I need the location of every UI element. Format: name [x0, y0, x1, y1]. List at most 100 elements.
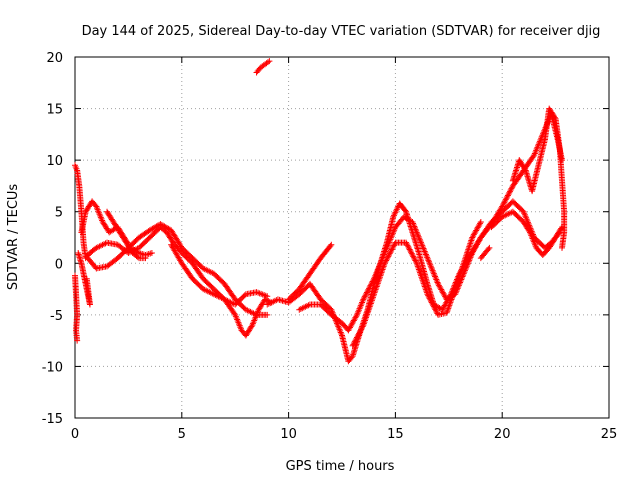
data-point: [351, 340, 358, 347]
data-point: [351, 338, 358, 345]
data-point: [368, 279, 375, 286]
data-point: [349, 342, 356, 349]
data-point: [411, 223, 418, 230]
y-tick-label: 0: [55, 257, 63, 272]
data-point: [443, 309, 450, 316]
series-trace-f: [75, 249, 93, 308]
data-point: [418, 239, 425, 246]
data-point: [362, 292, 369, 299]
data-point: [432, 275, 439, 282]
data-point: [559, 224, 566, 231]
data-point: [425, 257, 432, 264]
series-trace-g: [72, 272, 81, 344]
series-trace-h: [253, 58, 273, 76]
data-point: [431, 304, 438, 311]
data-point: [551, 114, 558, 121]
data-point: [451, 289, 458, 296]
y-axis-label: SDTVAR / TECUs: [6, 184, 21, 291]
data-point: [477, 220, 484, 227]
data-point: [353, 334, 360, 341]
data-point: [432, 307, 439, 314]
data-point: [356, 330, 363, 337]
data-point: [505, 191, 512, 198]
data-point: [499, 203, 506, 210]
data-point: [501, 199, 508, 206]
data-point: [430, 303, 437, 310]
data-point: [502, 198, 509, 205]
data-point: [412, 257, 419, 264]
plot-frame: [74, 56, 610, 419]
data-point: [414, 230, 421, 237]
data-point: [504, 192, 511, 199]
data-point: [388, 247, 395, 254]
data-point: [367, 282, 374, 289]
data-point: [447, 299, 454, 306]
data-point: [413, 227, 420, 234]
series-trace-c: [104, 208, 149, 262]
data-point: [419, 244, 426, 251]
data-point: [352, 337, 359, 344]
data-point: [410, 254, 417, 261]
series-trace-n: [509, 105, 568, 251]
data-point: [83, 275, 90, 282]
data-point: [392, 209, 399, 216]
data-point: [390, 242, 397, 249]
data-point: [508, 185, 515, 192]
data-point: [445, 303, 452, 310]
series-trace-j: [285, 241, 335, 303]
data-point: [434, 279, 441, 286]
data-point: [386, 250, 393, 257]
grid: [75, 57, 609, 418]
data-point: [421, 247, 428, 254]
data-point: [427, 296, 434, 303]
data-point: [526, 228, 533, 235]
data-point: [421, 248, 428, 255]
data-point: [559, 244, 566, 251]
data-point: [405, 245, 412, 252]
data-point: [417, 238, 424, 245]
data-point: [451, 287, 458, 294]
data-point: [424, 255, 431, 262]
data-point: [450, 290, 457, 297]
data-point: [467, 240, 474, 247]
data-point: [429, 300, 436, 307]
data-point: [365, 286, 372, 293]
data-point: [418, 241, 425, 248]
data-point: [402, 207, 409, 214]
data-point: [414, 232, 421, 239]
y-tick-label: 20: [46, 51, 63, 66]
data-point: [385, 252, 392, 259]
data-point: [427, 263, 434, 270]
data-point: [445, 305, 452, 312]
data-point: [409, 252, 416, 259]
data-point: [408, 249, 415, 256]
data-point: [447, 297, 454, 304]
data-point: [356, 329, 363, 336]
data-point: [450, 292, 457, 299]
data-point: [382, 258, 389, 265]
data-point: [394, 204, 401, 211]
series-trace-d: [84, 221, 271, 318]
data-point: [354, 333, 361, 340]
data-point: [502, 196, 509, 203]
data-point: [444, 308, 451, 315]
data-point: [424, 291, 431, 298]
ticks: 0 5 10 15 20 25 -15 -10 -5 0 5 10 15 20: [42, 51, 618, 442]
data-point: [384, 254, 391, 261]
data-marks: [72, 58, 568, 365]
data-point: [359, 323, 366, 330]
data-point: [363, 289, 370, 296]
data-point: [430, 269, 437, 276]
y-tick-label: -15: [42, 412, 63, 427]
data-point: [363, 290, 370, 297]
data-point: [506, 189, 513, 196]
data-point: [327, 242, 334, 249]
data-point: [361, 295, 368, 302]
data-point: [500, 200, 507, 207]
data-point: [419, 242, 426, 249]
data-point: [410, 220, 417, 227]
data-point: [467, 239, 474, 246]
y-tick-label: -10: [42, 360, 63, 375]
data-point: [92, 264, 99, 271]
data-point: [407, 247, 414, 254]
